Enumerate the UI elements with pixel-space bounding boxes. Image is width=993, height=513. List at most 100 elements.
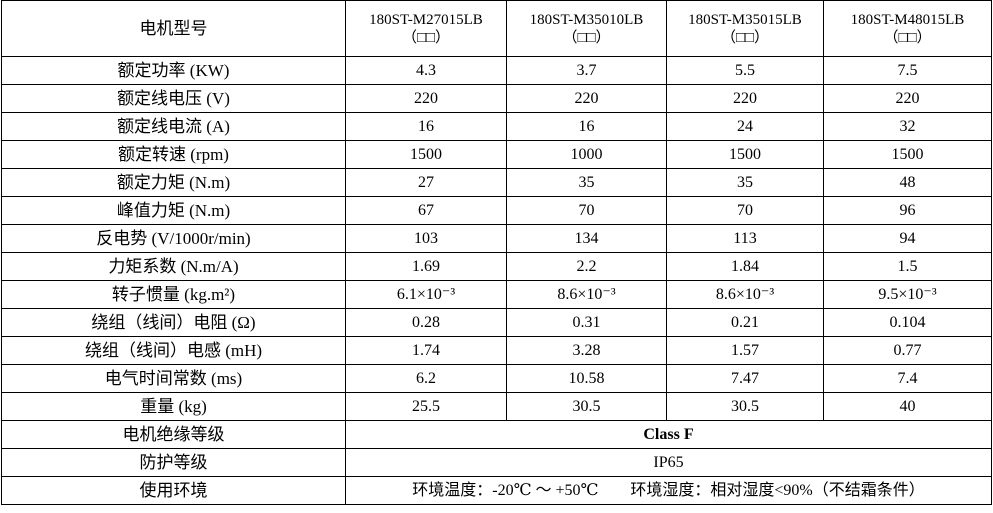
data-row: 额定线电流 (A) 16 16 24 32 bbox=[1, 112, 992, 141]
model-suffix: （□□） bbox=[720, 29, 770, 46]
row-label: 电气时间常数 (ms) bbox=[1, 364, 346, 393]
data-row: 绕组（线间）电阻 (Ω) 0.28 0.31 0.21 0.104 bbox=[1, 308, 992, 337]
span-row: 防护等级 IP65 bbox=[1, 448, 992, 477]
header-label: 电机型号 bbox=[1, 0, 346, 57]
row-label: 转子惯量 (kg.m²) bbox=[1, 280, 346, 309]
value-cell: 16 bbox=[506, 112, 667, 141]
value-cell: 94 bbox=[823, 224, 992, 253]
data-row: 额定力矩 (N.m) 27 35 35 48 bbox=[1, 168, 992, 197]
value-cell: 30.5 bbox=[666, 392, 824, 421]
model-suffix: （□□） bbox=[883, 29, 932, 46]
value-cell: 10.58 bbox=[506, 364, 667, 393]
data-row: 反电势 (V/1000r/min) 103 134 113 94 bbox=[1, 224, 992, 253]
value-cell: 0.104 bbox=[823, 308, 992, 337]
value-cell: 70 bbox=[506, 196, 667, 225]
header-cell: 180ST-M35015LB （□□） bbox=[666, 0, 824, 57]
value-cell: 9.5×10⁻³ bbox=[823, 280, 992, 309]
value-cell: 2.2 bbox=[506, 252, 667, 281]
value-cell: 24 bbox=[666, 112, 824, 141]
data-row: 额定转速 (rpm) 1500 1000 1500 1500 bbox=[1, 140, 992, 169]
value-cell: 32 bbox=[823, 112, 992, 141]
header-cell: 180ST-M35010LB （□□） bbox=[506, 0, 667, 57]
value-cell: 7.5 bbox=[823, 56, 992, 85]
value-cell: 35 bbox=[506, 168, 667, 197]
span-cell: 环境温度：-20℃ ～ +50℃ 环境湿度：相对湿度<90%（不结霜条件） bbox=[345, 476, 992, 505]
value-cell: 1.74 bbox=[345, 336, 507, 365]
row-label: 绕组（线间）电感 (mH) bbox=[1, 336, 346, 365]
value-cell: 0.31 bbox=[506, 308, 667, 337]
value-cell: 1.57 bbox=[666, 336, 824, 365]
value-cell: 1.69 bbox=[345, 252, 507, 281]
model-name: 180ST-M35015LB bbox=[688, 11, 802, 28]
value-cell: 7.4 bbox=[823, 364, 992, 393]
value-cell: 134 bbox=[506, 224, 667, 253]
row-label: 额定转速 (rpm) bbox=[1, 140, 346, 169]
value-cell: 1500 bbox=[345, 140, 507, 169]
row-label: 额定力矩 (N.m) bbox=[1, 168, 346, 197]
header-cell: 180ST-M48015LB （□□） bbox=[823, 0, 992, 57]
value-cell: 1500 bbox=[823, 140, 992, 169]
value-cell: 1000 bbox=[506, 140, 667, 169]
value-cell: 6.2 bbox=[345, 364, 507, 393]
value-cell: 25.5 bbox=[345, 392, 507, 421]
value-cell: 8.6×10⁻³ bbox=[506, 280, 667, 309]
span-cell: Class F bbox=[345, 420, 992, 449]
value-cell: 1.5 bbox=[823, 252, 992, 281]
value-cell: 8.6×10⁻³ bbox=[666, 280, 824, 309]
value-cell: 30.5 bbox=[506, 392, 667, 421]
row-label: 使用环境 bbox=[1, 476, 346, 505]
value-cell: 103 bbox=[345, 224, 507, 253]
row-label: 绕组（线间）电阻 (Ω) bbox=[1, 308, 346, 337]
row-label: 防护等级 bbox=[1, 448, 346, 477]
value-cell: 3.7 bbox=[506, 56, 667, 85]
value-cell: 5.5 bbox=[666, 56, 824, 85]
value-cell: 16 bbox=[345, 112, 507, 141]
value-cell: 7.47 bbox=[666, 364, 824, 393]
row-label: 电机绝缘等级 bbox=[1, 420, 346, 449]
row-label: 重量 (kg) bbox=[1, 392, 346, 421]
value-cell: 220 bbox=[666, 84, 824, 113]
value-cell: 1.84 bbox=[666, 252, 824, 281]
data-row: 转子惯量 (kg.m²) 6.1×10⁻³ 8.6×10⁻³ 8.6×10⁻³ 9.5×… bbox=[1, 280, 992, 309]
value-cell: 4.3 bbox=[345, 56, 507, 85]
data-row: 峰值力矩 (N.m) 67 70 70 96 bbox=[1, 196, 992, 225]
value-cell: 67 bbox=[345, 196, 507, 225]
data-row: 电气时间常数 (ms) 6.2 10.58 7.47 7.4 bbox=[1, 364, 992, 393]
model-suffix: （□□） bbox=[401, 29, 451, 46]
value-cell: 1500 bbox=[666, 140, 824, 169]
value-cell: 0.28 bbox=[345, 308, 507, 337]
model-name: 180ST-M48015LB bbox=[850, 11, 965, 28]
span-row: 电机绝缘等级 Class F bbox=[1, 420, 992, 449]
row-label: 额定线电压 (V) bbox=[1, 84, 346, 113]
value-cell: 35 bbox=[666, 168, 824, 197]
value-cell: 220 bbox=[823, 84, 992, 113]
value-cell: 113 bbox=[666, 224, 824, 253]
value-cell: 40 bbox=[823, 392, 992, 421]
row-label: 额定线电流 (A) bbox=[1, 112, 346, 141]
data-row: 绕组（线间）电感 (mH) 1.74 3.28 1.57 0.77 bbox=[1, 336, 992, 365]
value-cell: 0.77 bbox=[823, 336, 992, 365]
span-row: 使用环境 环境温度：-20℃ ～ +50℃ 环境湿度：相对湿度<90%（不结霜条件… bbox=[1, 476, 992, 505]
value-cell: 27 bbox=[345, 168, 507, 197]
header-row: 电机型号 180ST-M27015LB （□□） 180ST-M35010LB （□□… bbox=[1, 0, 992, 57]
model-name: 180ST-M27015LB bbox=[369, 11, 483, 28]
data-row: 重量 (kg) 25.5 30.5 30.5 40 bbox=[1, 392, 992, 421]
value-cell: 3.28 bbox=[506, 336, 667, 365]
data-row: 额定线电压 (V) 220 220 220 220 bbox=[1, 84, 992, 113]
data-row: 力矩系数 (N.m/A) 1.69 2.2 1.84 1.5 bbox=[1, 252, 992, 281]
row-label: 力矩系数 (N.m/A) bbox=[1, 252, 346, 281]
span-cell: IP65 bbox=[345, 448, 992, 477]
value-cell: 96 bbox=[823, 196, 992, 225]
value-cell: 6.1×10⁻³ bbox=[345, 280, 507, 309]
value-cell: 220 bbox=[345, 84, 507, 113]
header-cell: 180ST-M27015LB （□□） bbox=[345, 0, 507, 57]
model-suffix: （□□） bbox=[562, 29, 611, 46]
row-label: 峰值力矩 (N.m) bbox=[1, 196, 346, 225]
data-row: 额定功率 (KW) 4.3 3.7 5.5 7.5 bbox=[1, 56, 992, 85]
row-label: 反电势 (V/1000r/min) bbox=[1, 224, 346, 253]
value-cell: 0.21 bbox=[666, 308, 824, 337]
value-cell: 70 bbox=[666, 196, 824, 225]
